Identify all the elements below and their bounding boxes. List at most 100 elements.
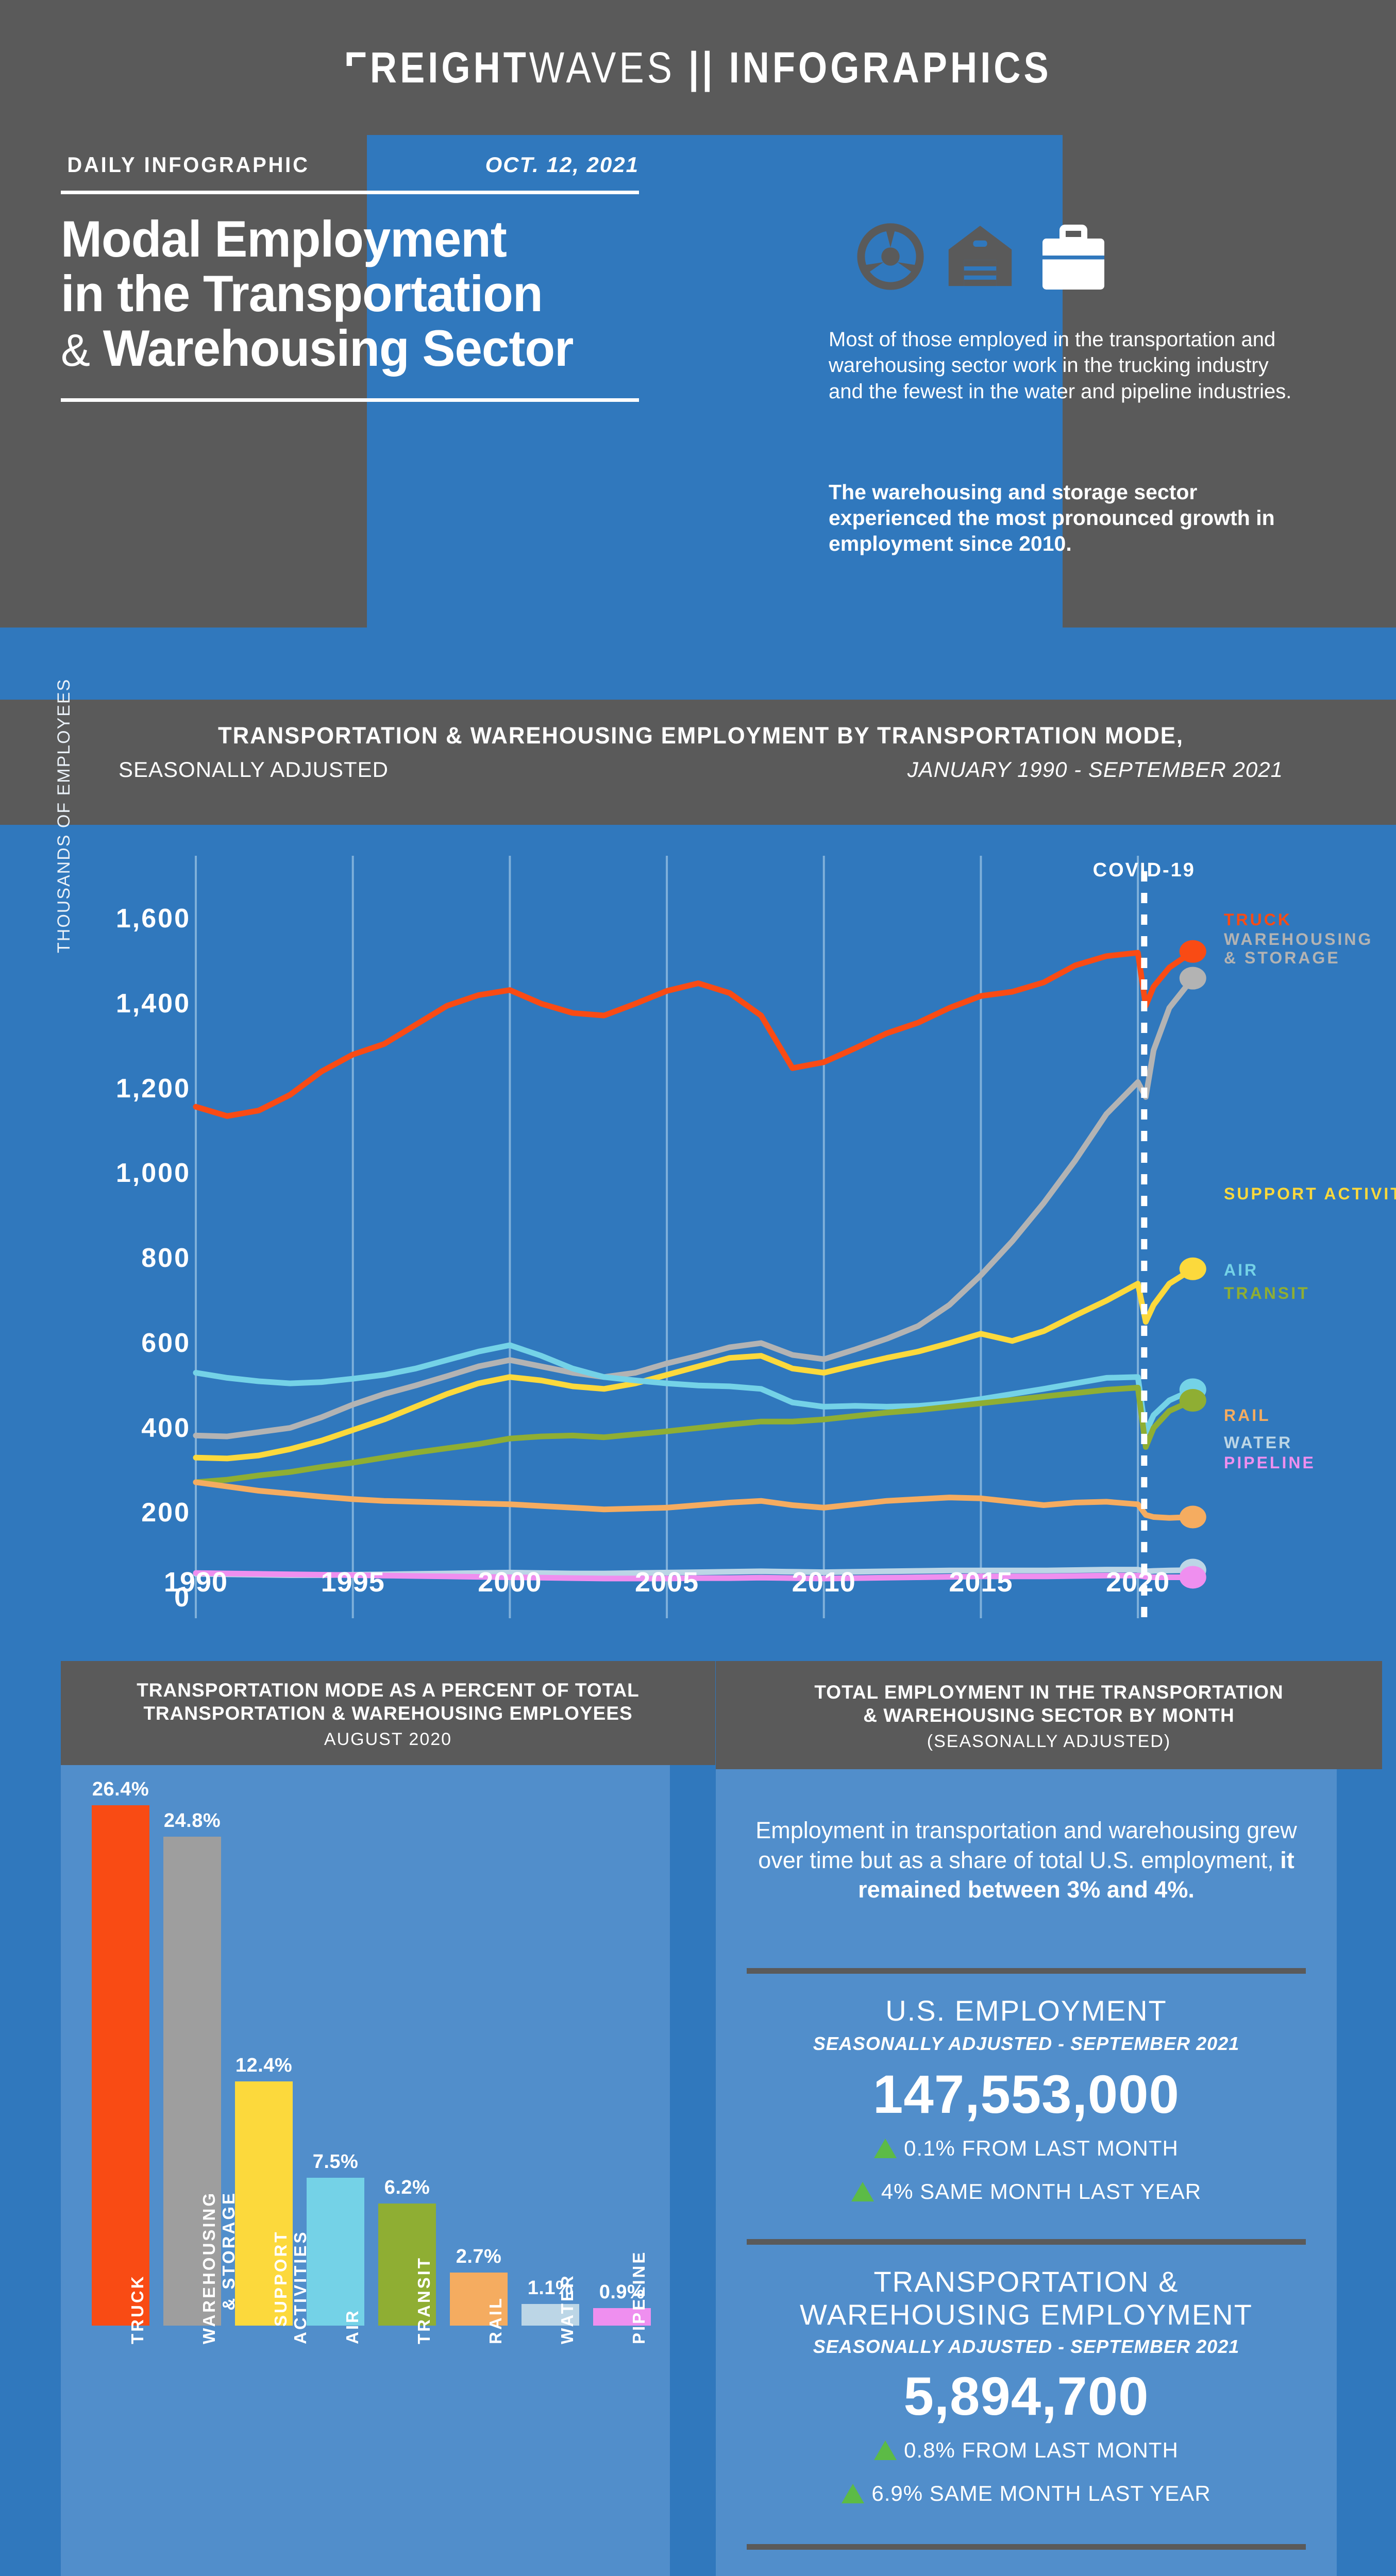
series-line-support-activities [193, 1266, 1196, 1462]
brand-freight: FREIGHT [344, 43, 530, 92]
hero-gray-block-left [0, 66, 367, 628]
stats-head-line-1: TOTAL EMPLOYMENT IN THE TRANSPORTATION [814, 1682, 1284, 1703]
y-tick-label: 400 [141, 1413, 191, 1443]
stats-head-sub: (SEASONALLY ADJUSTED) [927, 1732, 1171, 1752]
bar-chart-head-line-2: TRANSPORTATION & WAREHOUSING EMPLOYEES [143, 1703, 633, 1724]
stats-intro-plain: Employment in transportation and warehou… [755, 1817, 1297, 1873]
hero-text-group: DAILY INFOGRAPHIC OCT. 12, 2021 Modal Em… [61, 152, 679, 402]
bar-value-label: 24.8% [163, 1810, 221, 1832]
stats-divider-2 [747, 2239, 1306, 2245]
stat-1-delta-month: 0.1% FROM LAST MONTH [904, 2136, 1179, 2160]
hero-kicker: DAILY INFOGRAPHIC [67, 152, 310, 177]
stat-2-delta-month-row: 0.8% FROM LAST MONTH [736, 2438, 1316, 2463]
line-chart-svg [193, 856, 1206, 1618]
stat-2-delta-year-row: 6.9% SAME MONTH LAST YEAR [736, 2481, 1316, 2506]
stats-intro-bold: it remained between 3% and 4%. [858, 1846, 1294, 1903]
series-label-support-activities: SUPPORT ACTIVITIES [1224, 1184, 1396, 1203]
bar-category-label: SUPPORT ACTIVITIES [271, 2230, 310, 2344]
x-tick-label: 2015 [949, 1567, 1013, 1598]
series-line-air [193, 1342, 1196, 1435]
series-label-rail: RAIL [1224, 1406, 1271, 1425]
stats-divider-1 [747, 1968, 1306, 1974]
bar-value-label: 12.4% [235, 2054, 293, 2076]
series-line-pipeline [193, 1570, 1196, 1582]
series-endpoint-dot [1179, 1389, 1206, 1412]
bar [378, 2203, 436, 2326]
up-triangle-icon [874, 2139, 897, 2158]
brand-divider: || [688, 43, 716, 92]
bar-category-label: WATER [558, 2274, 577, 2344]
chart-subtitle-row: SEASONALLY ADJUSTED JANUARY 1990 - SEPTE… [119, 757, 1283, 782]
stat-1-value: 147,553,000 [873, 2064, 1180, 2125]
chart-title-band: TRANSPORTATION & WAREHOUSING EMPLOYMENT … [0, 700, 1396, 825]
stats-intro: Employment in transportation and warehou… [747, 1816, 1306, 1905]
y-tick-label: 200 [141, 1498, 191, 1528]
series-label-transit: TRANSIT [1224, 1284, 1310, 1302]
bar [307, 2178, 364, 2326]
series-line-transit [193, 1384, 1196, 1485]
bar [92, 1805, 149, 2326]
x-tick-label: 1990 [163, 1567, 228, 1598]
bar [522, 2303, 579, 2326]
hero-gray-block-right [1063, 66, 1396, 628]
bar-category-label: WAREHOUSING & STORAGE [199, 2191, 239, 2344]
stat-1-delta-month-row: 0.1% FROM LAST MONTH [736, 2136, 1316, 2161]
brand-waves: WAVES [529, 43, 676, 92]
series-endpoint-dot [1179, 940, 1206, 963]
bar [450, 2272, 508, 2326]
stat-1-title: U.S. EMPLOYMENT [885, 1994, 1167, 2027]
chart-title: TRANSPORTATION & WAREHOUSING EMPLOYMENT … [218, 722, 1184, 749]
y-tick-label: 600 [141, 1328, 191, 1358]
bar-value-label: 1.1% [527, 2277, 574, 2299]
bar-category-label: AIR [343, 2309, 362, 2344]
line-chart-y-ticks: 0 200 400 600 800 1,000 1,200 1,400 1,600 [108, 825, 191, 1621]
y-tick-label: 1,400 [115, 989, 191, 1019]
stats-divider-3 [747, 2544, 1306, 2550]
hero-icon-row [855, 222, 1105, 292]
hero-title-line-1: Modal Employment [61, 210, 507, 267]
series-line-warehousing-storage [193, 975, 1196, 1439]
bar-category-label: TRUCK [128, 2274, 147, 2344]
covid-annotation-label: COVID-19 [1092, 859, 1196, 881]
y-tick-label: 1,600 [115, 904, 191, 934]
y-tick-label: 1,000 [115, 1158, 191, 1189]
up-triangle-icon [842, 2484, 865, 2503]
x-tick-label: 2000 [478, 1567, 542, 1598]
stat-2-value: 5,894,700 [903, 2366, 1149, 2427]
hero-title-line-3: & Warehousing Sector [61, 319, 661, 377]
stats-head-line-2: & WAREHOUSING SECTOR BY MONTH [863, 1705, 1235, 1726]
series-endpoint-dot [1179, 1566, 1206, 1589]
series-label-pipeline: PIPELINE [1224, 1453, 1316, 1472]
bar-chart-panel: TRANSPORTATION MODE AS A PERCENT OF TOTA… [61, 1661, 715, 2576]
stats-panel: TOTAL EMPLOYMENT IN THE TRANSPORTATION &… [716, 1661, 1382, 2576]
series-endpoint-dot [1179, 1257, 1206, 1280]
bar-value-label: 2.7% [456, 2245, 502, 2267]
stat-1-subtitle: SEASONALLY ADJUSTED - SEPTEMBER 2021 [813, 2033, 1240, 2054]
bar [593, 2308, 651, 2326]
hero-title-line-3-text: Warehousing Sector [103, 319, 574, 377]
hero-title-line-2: in the Transportation [61, 264, 543, 322]
series-label-warehousing-storage: WAREHOUSING & STORAGE [1224, 930, 1373, 967]
line-chart-x-ticks: 1990 1995 2000 2005 2010 2015 2020 [0, 1566, 1396, 1613]
hero-rule-bottom [61, 398, 639, 402]
bar-value-label: 7.5% [312, 2151, 359, 2173]
stat-2-title-line-1: TRANSPORTATION & [873, 2265, 1179, 2298]
series-endpoint-dot [1179, 967, 1206, 990]
up-triangle-icon [851, 2182, 874, 2201]
hero-blurb-bold: The warehousing and storage sector exper… [829, 480, 1275, 556]
stat-2-subtitle: SEASONALLY ADJUSTED - SEPTEMBER 2021 [813, 2336, 1240, 2357]
bar-chart-head-sub: AUGUST 2020 [324, 1730, 452, 1750]
bar-chart-head-line-1: TRANSPORTATION MODE AS A PERCENT OF TOTA… [137, 1680, 640, 1701]
stats-panel-header: TOTAL EMPLOYMENT IN THE TRANSPORTATION &… [716, 1661, 1382, 1770]
stat-2-delta-year: 6.9% SAME MONTH LAST YEAR [871, 2481, 1211, 2505]
y-tick-label: 1,200 [115, 1073, 191, 1104]
series-label-truck: TRUCK [1224, 910, 1292, 929]
stat-2-delta-month: 0.8% FROM LAST MONTH [904, 2438, 1179, 2462]
up-triangle-icon [874, 2441, 897, 2460]
y-tick-label: 800 [141, 1243, 191, 1274]
stat-1-delta-year-row: 4% SAME MONTH LAST YEAR [736, 2179, 1316, 2204]
bar-category-label: TRANSIT [414, 2256, 433, 2344]
bar-value-label: 0.9% [599, 2281, 645, 2303]
series-line-rail [193, 1479, 1196, 1521]
warehouse-icon [945, 222, 1015, 292]
